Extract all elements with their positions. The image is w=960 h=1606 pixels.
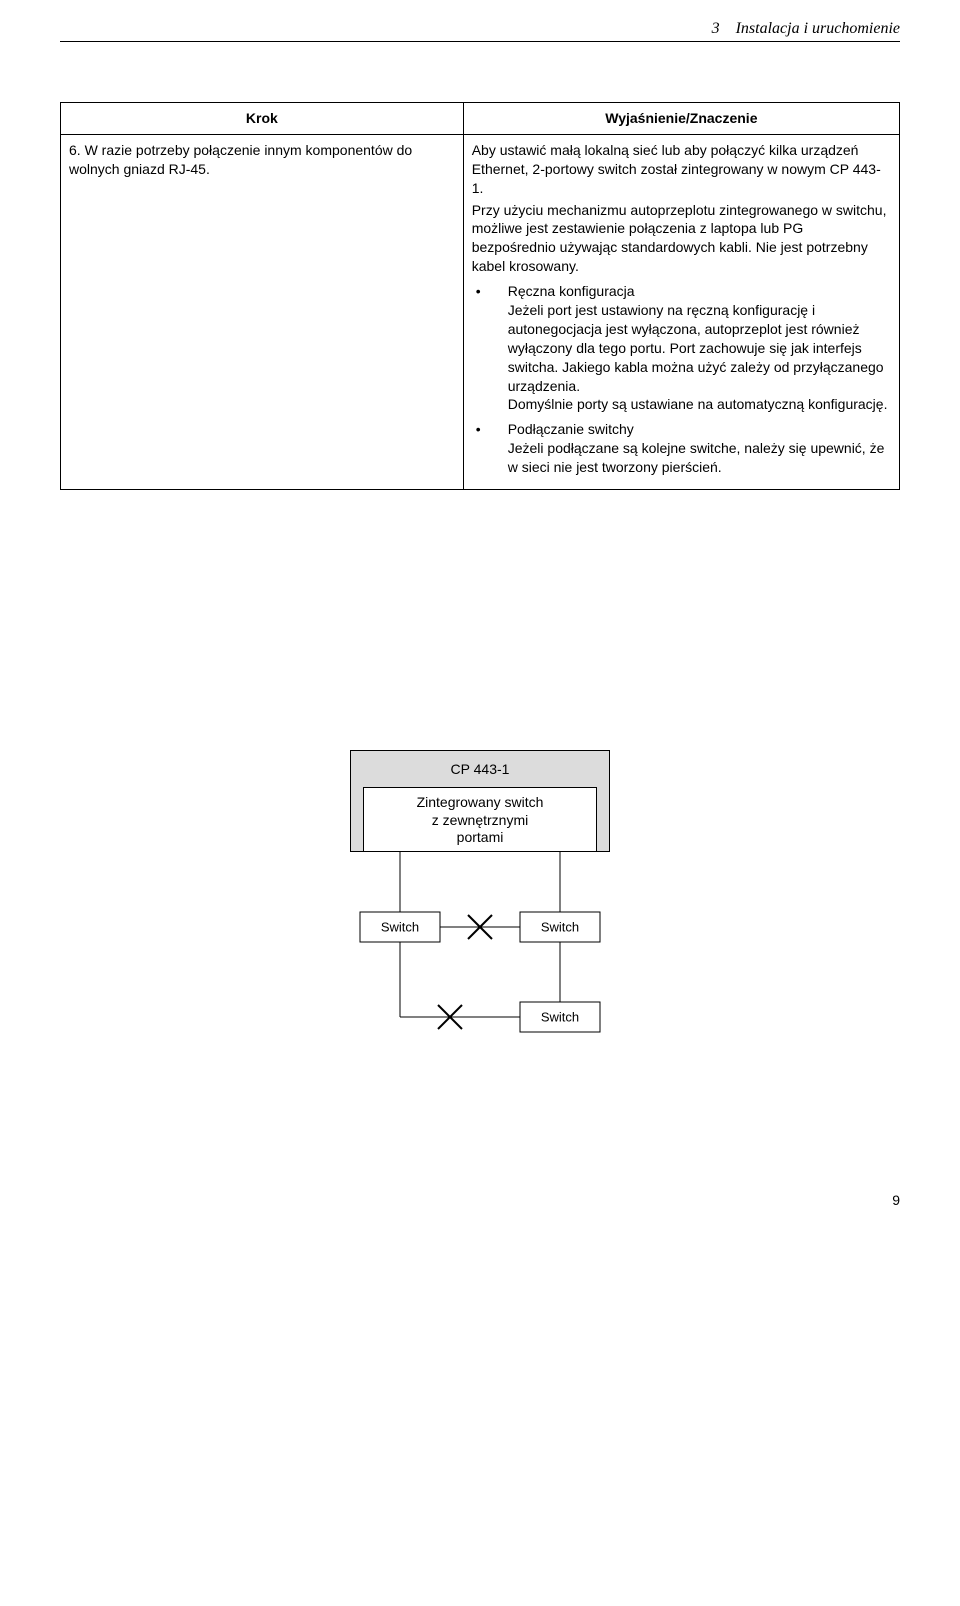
explanation-bullets: Ręczna konfiguracja Jeżeli port jest ust… bbox=[472, 282, 891, 477]
inner-line2: z zewnętrznymi bbox=[368, 812, 592, 830]
cp-label: CP 443-1 bbox=[363, 761, 597, 777]
table-row: 6. W razie potrzeby połączenie innym kom… bbox=[61, 134, 900, 489]
switch-label: Switch bbox=[541, 1009, 579, 1024]
page-number: 9 bbox=[60, 1192, 900, 1208]
bullet-item: Podłączanie switchy Jeżeli podłączane są… bbox=[472, 420, 891, 477]
step-cell: 6. W razie potrzeby połączenie innym kom… bbox=[61, 134, 464, 489]
bullet-body: Jeżeli podłączane są kolejne switche, na… bbox=[508, 440, 885, 475]
bullet-tail: Domyślnie porty są ustawiane na automaty… bbox=[508, 396, 888, 412]
switch-label: Switch bbox=[541, 919, 579, 934]
bullet-item: Ręczna konfiguracja Jeżeli port jest ust… bbox=[472, 282, 891, 414]
integrated-switch-box: Zintegrowany switch z zewnętrznymi porta… bbox=[363, 787, 597, 851]
explanation-cell: Aby ustawić małą lokalną sieć lub aby po… bbox=[463, 134, 899, 489]
explanation-p2: Przy użyciu mechanizmu autoprzeplotu zin… bbox=[472, 201, 891, 277]
bullet-body: Jeżeli port jest ustawiony na ręczną kon… bbox=[508, 302, 884, 394]
bullet-title: Ręczna konfiguracja bbox=[508, 283, 635, 299]
bullet-title: Podłączanie switchy bbox=[508, 421, 634, 437]
cp-box: CP 443-1 Zintegrowany switch z zewnętrzn… bbox=[350, 750, 610, 852]
switch-label: Switch bbox=[381, 919, 419, 934]
table-header-row: Krok Wyjaśnienie/Znaczenie bbox=[61, 103, 900, 135]
col-header-right: Wyjaśnienie/Znaczenie bbox=[463, 103, 899, 135]
diagram-container: CP 443-1 Zintegrowany switch z zewnętrzn… bbox=[60, 750, 900, 1072]
network-diagram: CP 443-1 Zintegrowany switch z zewnętrzn… bbox=[310, 750, 650, 1072]
network-svg: Switch Switch Switch bbox=[310, 852, 650, 1072]
page-header: 3 Instalacja i uruchomienie bbox=[60, 20, 900, 42]
section-title: Instalacja i uruchomienie bbox=[736, 20, 900, 37]
section-number: 3 bbox=[712, 20, 720, 37]
instruction-table: Krok Wyjaśnienie/Znaczenie 6. W razie po… bbox=[60, 102, 900, 490]
inner-line1: Zintegrowany switch bbox=[368, 794, 592, 812]
inner-line3: portami bbox=[368, 829, 592, 847]
col-header-left: Krok bbox=[61, 103, 464, 135]
explanation-p1: Aby ustawić małą lokalną sieć lub aby po… bbox=[472, 141, 891, 198]
